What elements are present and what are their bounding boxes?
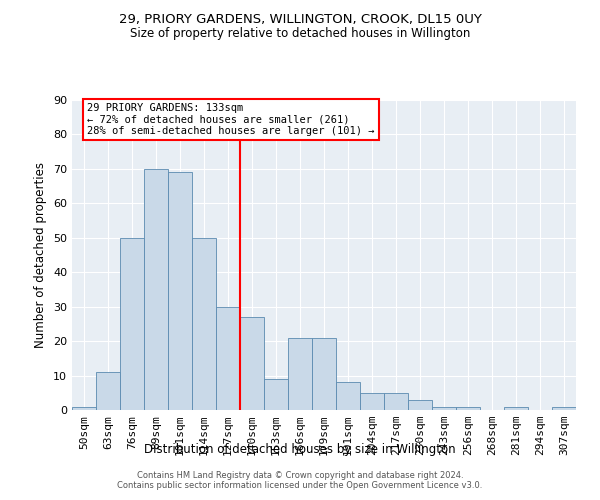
Bar — [240, 317, 264, 410]
Text: Contains HM Land Registry data © Crown copyright and database right 2024.
Contai: Contains HM Land Registry data © Crown c… — [118, 470, 482, 490]
Text: 29 PRIORY GARDENS: 133sqm
← 72% of detached houses are smaller (261)
28% of semi: 29 PRIORY GARDENS: 133sqm ← 72% of detac… — [87, 103, 374, 136]
Text: Size of property relative to detached houses in Willington: Size of property relative to detached ho… — [130, 28, 470, 40]
Bar — [360, 393, 384, 410]
Bar — [72, 406, 96, 410]
Bar — [120, 238, 144, 410]
Bar — [552, 406, 576, 410]
Bar — [288, 338, 312, 410]
Bar — [456, 406, 480, 410]
Bar — [216, 306, 240, 410]
Bar — [384, 393, 408, 410]
Bar — [432, 406, 456, 410]
Text: 29, PRIORY GARDENS, WILLINGTON, CROOK, DL15 0UY: 29, PRIORY GARDENS, WILLINGTON, CROOK, D… — [119, 12, 481, 26]
Bar — [192, 238, 216, 410]
Bar — [96, 372, 120, 410]
Bar — [408, 400, 432, 410]
Bar — [168, 172, 192, 410]
Bar — [144, 169, 168, 410]
Bar — [312, 338, 336, 410]
Y-axis label: Number of detached properties: Number of detached properties — [34, 162, 47, 348]
Bar — [264, 379, 288, 410]
Bar — [504, 406, 528, 410]
Bar — [336, 382, 360, 410]
Text: Distribution of detached houses by size in Willington: Distribution of detached houses by size … — [144, 442, 456, 456]
